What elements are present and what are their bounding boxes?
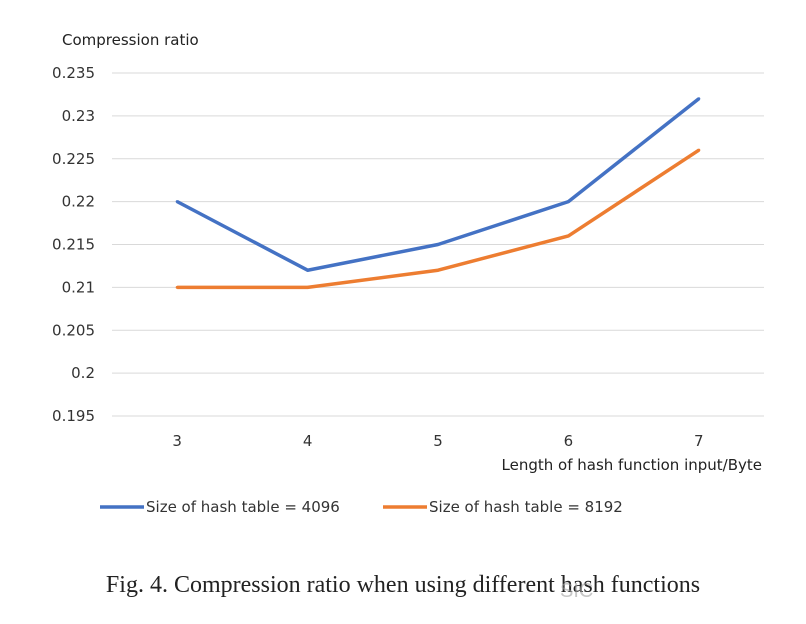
legend-label: Size of hash table = 8192: [429, 498, 623, 516]
legend-label: Size of hash table = 4096: [146, 498, 340, 516]
y-tick-label: 0.23: [62, 107, 95, 125]
y-tick-label: 0.225: [52, 150, 95, 168]
y-tick-label: 0.195: [52, 407, 95, 425]
data-point: [697, 97, 701, 101]
x-axis-title: Length of hash function input/Byte: [502, 456, 762, 474]
legend: Size of hash table = 4096 Size of hash ta…: [100, 498, 623, 516]
data-point: [306, 285, 310, 289]
data-point: [436, 268, 440, 272]
y-tick-label: 0.21: [62, 278, 95, 296]
y-tick-label: 0.22: [62, 193, 95, 211]
y-tick-label: 0.205: [52, 321, 95, 339]
data-point: [175, 285, 179, 289]
x-tick-label: 3: [172, 432, 182, 450]
x-tick-labels: 3 4 5 6 7: [172, 432, 703, 450]
figure-caption: Fig. 4. Compression ratio when using dif…: [105, 572, 701, 598]
data-point: [697, 148, 701, 152]
data-point: [566, 234, 570, 238]
y-tick-label: 0.215: [52, 236, 95, 254]
data-point: [306, 268, 310, 272]
x-tick-label: 5: [433, 432, 443, 450]
line-chart: Compression ratio 0.2350.230.2250.220.21…: [52, 31, 764, 516]
data-point: [175, 200, 179, 204]
data-point: [566, 200, 570, 204]
y-tick-labels: 0.235 0.23 0.225 0.22 0.215 0.21 0.205 0.2 0.195: [52, 64, 95, 425]
x-tick-label: 6: [564, 432, 574, 450]
x-tick-label: 7: [694, 432, 704, 450]
y-tick-label: 0.2: [71, 364, 95, 382]
x-tick-label: 4: [303, 432, 313, 450]
series-lines: [175, 97, 701, 290]
data-point: [436, 243, 440, 246]
y-tick-label: 0.235: [52, 64, 95, 82]
series-line-2: [177, 148, 700, 290]
watermark: SIC: [560, 580, 594, 602]
y-axis-title: Compression ratio: [62, 31, 199, 49]
